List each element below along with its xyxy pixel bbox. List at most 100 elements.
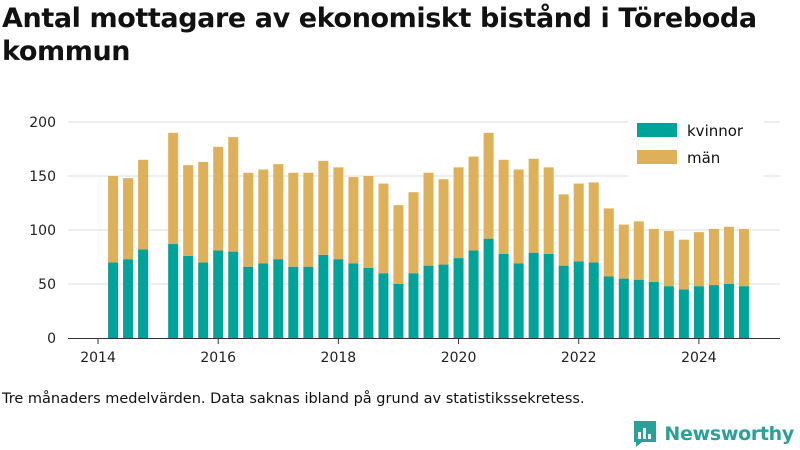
- bar-män: [633, 221, 644, 280]
- bar-män: [573, 183, 584, 262]
- newsworthy-chart-bubble-icon: [634, 421, 657, 447]
- chart-caption: Tre månaders medelvärden. Data saknas ib…: [2, 391, 585, 407]
- bar-män: [663, 231, 674, 287]
- bar-män: [723, 226, 734, 284]
- bar-kvinnor: [693, 286, 704, 338]
- bar-kvinnor: [273, 259, 284, 338]
- bar-män: [348, 177, 359, 264]
- bar-män: [693, 232, 704, 287]
- y-tick-label: 150: [29, 169, 56, 185]
- bar-kvinnor: [318, 254, 329, 338]
- bar-kvinnor: [408, 273, 419, 338]
- bar-kvinnor: [438, 264, 449, 338]
- bar-män: [123, 178, 134, 260]
- x-tick-label: 2022: [561, 350, 597, 366]
- bar-män: [258, 169, 269, 264]
- bar-kvinnor: [363, 267, 374, 338]
- bar-kvinnor: [528, 252, 539, 338]
- bar-kvinnor: [483, 238, 494, 338]
- bar-kvinnor: [378, 273, 389, 338]
- legend-label-män: män: [687, 149, 720, 167]
- bar-kvinnor: [603, 276, 614, 338]
- bar-män: [408, 192, 419, 274]
- bar-män: [498, 159, 509, 254]
- bar-kvinnor: [663, 286, 674, 338]
- bar-män: [288, 172, 299, 267]
- brand-name: Newsworthy: [664, 423, 794, 445]
- legend-label-kvinnor: kvinnor: [687, 122, 744, 140]
- bar-kvinnor: [738, 286, 749, 338]
- x-tick-label: 2016: [200, 350, 236, 366]
- bar-män: [648, 228, 659, 282]
- bar-kvinnor: [648, 281, 659, 338]
- bar-män: [543, 167, 554, 254]
- x-tick-label: 2020: [441, 350, 477, 366]
- bar-män: [483, 132, 494, 239]
- bar-kvinnor: [423, 265, 434, 338]
- bar-män: [678, 239, 689, 290]
- bar-kvinnor: [618, 278, 629, 338]
- bar-kvinnor: [258, 263, 269, 338]
- bars: [108, 132, 749, 338]
- bar-kvinnor: [348, 263, 359, 338]
- bar-män: [228, 137, 239, 252]
- bar-män: [183, 165, 194, 256]
- y-tick-label: 100: [29, 223, 56, 239]
- bar-kvinnor: [303, 266, 314, 338]
- bar-kvinnor: [453, 258, 464, 338]
- bar-män: [708, 228, 719, 286]
- bar-kvinnor: [678, 289, 689, 338]
- y-axis: 0 50 100 150 200: [29, 115, 56, 347]
- bar-kvinnor: [198, 262, 209, 338]
- bar-kvinnor: [513, 263, 524, 338]
- stacked-bar-chart: 2014 2016 2018 2020 2022 2024 0 50 100 150 200 kv…: [29, 115, 780, 366]
- bar-män: [333, 167, 344, 260]
- bar-kvinnor: [558, 265, 569, 338]
- bar-kvinnor: [333, 259, 344, 338]
- bar-män: [438, 179, 449, 265]
- bar-kvinnor: [708, 285, 719, 338]
- newsworthy-logo[interactable]: Newsworthy: [632, 420, 794, 448]
- bar-män: [318, 160, 329, 255]
- bar-kvinnor: [228, 251, 239, 338]
- bar-män: [378, 183, 389, 274]
- bar-kvinnor: [723, 284, 734, 338]
- bar-män: [468, 156, 479, 251]
- bar-män: [138, 159, 149, 250]
- bar-män: [513, 169, 524, 264]
- bar-kvinnor: [138, 249, 149, 338]
- x-tick-label: 2018: [321, 350, 357, 366]
- y-tick-label: 50: [38, 277, 56, 293]
- bar-män: [588, 182, 599, 263]
- bar-män: [453, 167, 464, 259]
- bar-kvinnor: [498, 253, 509, 338]
- bar-män: [198, 161, 209, 263]
- bar-män: [363, 176, 374, 268]
- bar-kvinnor: [633, 279, 644, 338]
- bar-män: [303, 172, 314, 267]
- y-tick-label: 200: [29, 115, 56, 131]
- y-tick-label: 0: [47, 331, 56, 347]
- bar-kvinnor: [543, 253, 554, 338]
- legend-swatch-kvinnor: [637, 123, 677, 137]
- bar-kvinnor: [123, 259, 134, 338]
- x-tick-label: 2014: [80, 350, 116, 366]
- bar-män: [273, 164, 284, 260]
- bar-män: [603, 208, 614, 277]
- bar-män: [558, 194, 569, 266]
- x-axis: 2014 2016 2018 2020 2022 2024: [68, 338, 780, 366]
- bar-män: [243, 172, 254, 267]
- bar-män: [738, 228, 749, 287]
- bar-kvinnor: [243, 266, 254, 338]
- bar-kvinnor: [183, 255, 194, 338]
- bar-kvinnor: [588, 262, 599, 338]
- bar-kvinnor: [288, 266, 299, 338]
- bar-män: [168, 132, 179, 245]
- bar-kvinnor: [168, 244, 179, 338]
- legend: kvinnor män: [628, 115, 764, 177]
- bar-män: [393, 205, 404, 284]
- bar-kvinnor: [108, 262, 119, 338]
- bar-kvinnor: [213, 250, 224, 338]
- legend-swatch-män: [637, 150, 677, 164]
- bar-män: [213, 146, 224, 251]
